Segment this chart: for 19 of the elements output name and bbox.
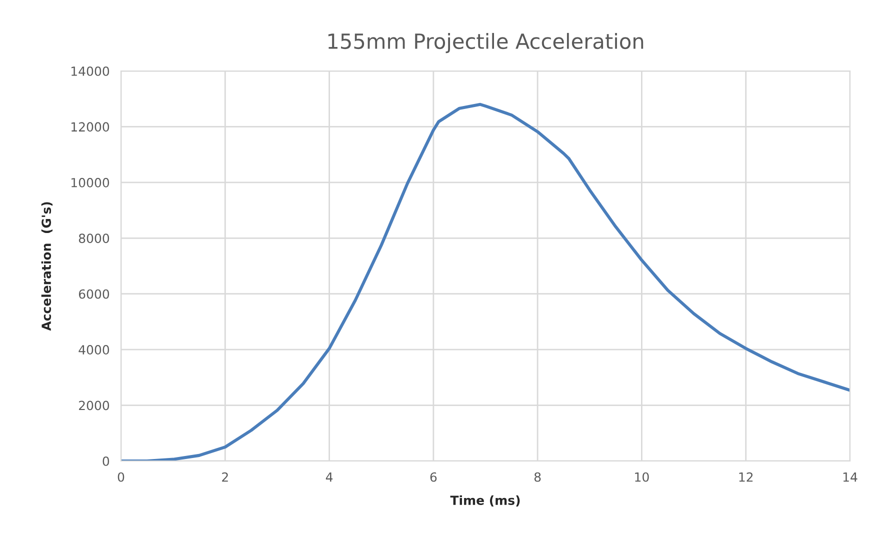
x-tick-label: 6	[430, 472, 437, 482]
x-tick-label: 2	[222, 472, 228, 482]
x-tick-label: 0	[118, 472, 124, 482]
x-tick-label: 14	[843, 472, 858, 482]
y-tick-label: 14000	[71, 66, 110, 76]
x-tick-label: 12	[739, 472, 753, 482]
x-axis-title: Time (ms)	[450, 495, 520, 506]
x-tick-label: 10	[635, 472, 649, 482]
y-tick-label: 6000	[78, 289, 110, 299]
x-tick-label: 4	[326, 472, 333, 482]
y-tick-label: 2000	[78, 400, 110, 410]
y-tick-label: 10000	[71, 178, 110, 188]
y-tick-label: 0	[102, 456, 110, 466]
x-tick-label: 8	[534, 472, 541, 482]
y-axis-title: Acceleration (G's)	[41, 202, 53, 331]
y-tick-label: 8000	[78, 234, 110, 244]
y-tick-label: 12000	[71, 122, 110, 132]
y-tick-label: 4000	[78, 345, 110, 354]
chart-title: 155mm Projectile Acceleration	[328, 32, 644, 54]
